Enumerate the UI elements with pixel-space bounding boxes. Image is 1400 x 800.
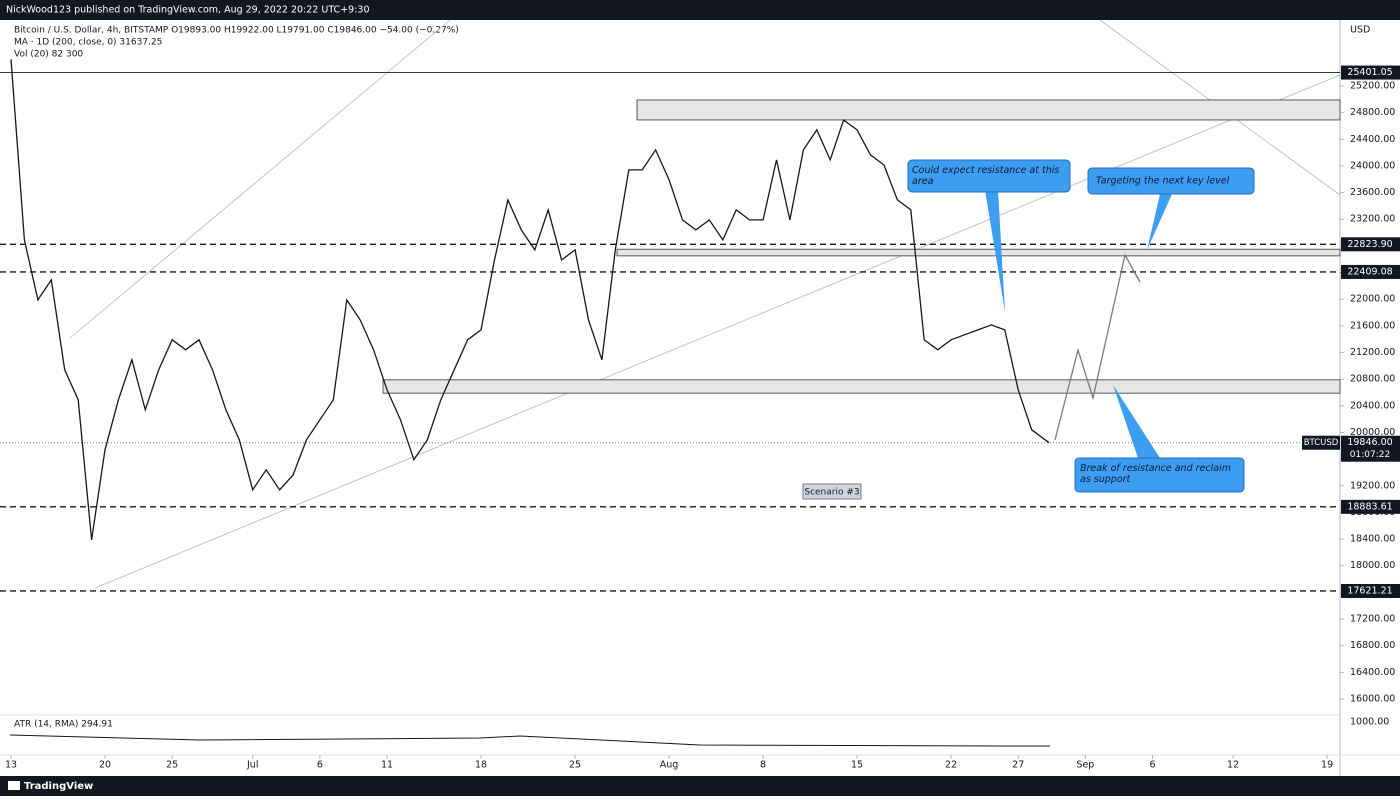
x-tick-label: 18 (475, 760, 487, 771)
callout-text: Could expect resistance at this area (912, 165, 1060, 187)
symbol-tag (1302, 435, 1340, 450)
level-tag (1341, 65, 1400, 80)
plot (10, 59, 1050, 540)
x-tick-label: 25 (166, 760, 178, 771)
y-tick-label: 20800.00 (1350, 374, 1395, 385)
level-label: 22823.90 (1347, 239, 1392, 250)
x-tick-label: 27 (1012, 760, 1024, 771)
y-tick-label: 18400.00 (1350, 534, 1395, 545)
y-tick-label: 24400.00 (1350, 134, 1395, 145)
x-tick-label: 20 (99, 760, 111, 771)
atr-line (9, 734, 1050, 747)
y-tick-label: 25200.00 (1350, 80, 1395, 91)
last-price-tag (1341, 435, 1400, 462)
y-tick-label: 21600.00 (1350, 320, 1395, 331)
scenario-label: Scenario #3 (804, 488, 859, 498)
brand-logo (8, 781, 20, 790)
level-tag (1341, 237, 1400, 252)
zones (382, 99, 1341, 394)
y-tick-label: 19200.00 (1350, 480, 1395, 491)
callout-box (1087, 167, 1255, 195)
callout-2: Targeting the next key level (1096, 176, 1230, 187)
y-tick-label: 21200.00 (1350, 347, 1395, 358)
x-tick-label: Aug (660, 760, 679, 771)
x-tick-label: 25 (569, 760, 581, 771)
projection-path (1054, 253, 1141, 441)
callout-pointer (985, 190, 1005, 312)
x-tick-label: 6 (317, 760, 323, 771)
symbol-label: BTCUSD (1304, 438, 1339, 448)
x-tick-label: 6 (1150, 760, 1156, 771)
indicator-atr: ATR (14, RMA) 294.91 (14, 720, 113, 730)
last-price-label: 19846.00 (1347, 437, 1392, 448)
brand: TradingView (24, 781, 93, 792)
publisher: NickWood123 published on TradingView.com… (6, 5, 370, 16)
callout-pointer (1147, 194, 1172, 250)
y-tick-label: 20000.00 (1350, 427, 1395, 438)
axis-unit: USD (1350, 25, 1370, 36)
trend-line (69, 19, 451, 339)
y-tick-label: 23200.00 (1350, 214, 1395, 225)
level-tag (1341, 264, 1400, 279)
y-tick-label: 16400.00 (1350, 667, 1395, 678)
countdown: 01:07:22 (1350, 450, 1390, 460)
x-tick-label: 22 (945, 760, 957, 771)
footer-bar (0, 776, 1400, 796)
callout-text: Break of resistance and reclaim as suppo… (1080, 463, 1231, 485)
x-tick-label: 11 (381, 760, 393, 771)
y-tick-label: 16800.00 (1350, 640, 1395, 651)
x-tick-label: 19 (1321, 760, 1333, 771)
level-tag (1341, 583, 1400, 598)
callout-box (1074, 457, 1245, 493)
x-tick-label: 12 (1227, 760, 1239, 771)
chart-title: Bitcoin / U.S. Dollar, 4h, BITSTAMP O198… (14, 26, 459, 36)
x-tick-label: Sep (1076, 760, 1094, 771)
zone (616, 248, 1341, 257)
callout-box (907, 159, 1071, 193)
callout-1: Could expect resistance at this area (912, 165, 1060, 187)
atr-tick: 1000.00 (1350, 717, 1389, 728)
x-tick-label: 8 (760, 760, 766, 771)
y-tick-label: 24000.00 (1350, 160, 1395, 171)
callout-3: Break of resistance and reclaim as suppo… (1080, 463, 1231, 485)
level-label: 22409.08 (1347, 266, 1392, 277)
trend-line (94, 74, 1341, 589)
y-tick-label: 18000.00 (1350, 560, 1395, 571)
y-tick-label: 23600.00 (1350, 187, 1395, 198)
zone (636, 99, 1341, 121)
y-tick-label: 22000.00 (1350, 294, 1395, 305)
y-tick-label: 16000.00 (1350, 694, 1395, 705)
level-label: 17621.21 (1347, 585, 1392, 596)
indicator-ma: MA · 1D (200, close, 0) 31637.25 (14, 38, 162, 48)
zone (382, 379, 1341, 394)
x-tick-label: 13 (5, 760, 17, 771)
price-line (10, 59, 1050, 540)
level-label: 25401.05 (1347, 67, 1392, 78)
x-tick-label: Jul (246, 760, 258, 771)
indicator-vol: Vol (20) 82 300 (14, 50, 83, 60)
y-tick-label: 24800.00 (1350, 107, 1395, 118)
scenario-box (802, 483, 862, 500)
x-tick-label: 15 (851, 760, 863, 771)
y-tick-label: 20400.00 (1350, 400, 1395, 411)
y-tick-label: 17200.00 (1350, 614, 1395, 625)
level-tag (1341, 499, 1400, 514)
callout-pointer (1113, 385, 1160, 458)
levels (0, 72, 1340, 592)
header-bar (0, 0, 1400, 20)
level-label: 18883.61 (1347, 501, 1392, 512)
